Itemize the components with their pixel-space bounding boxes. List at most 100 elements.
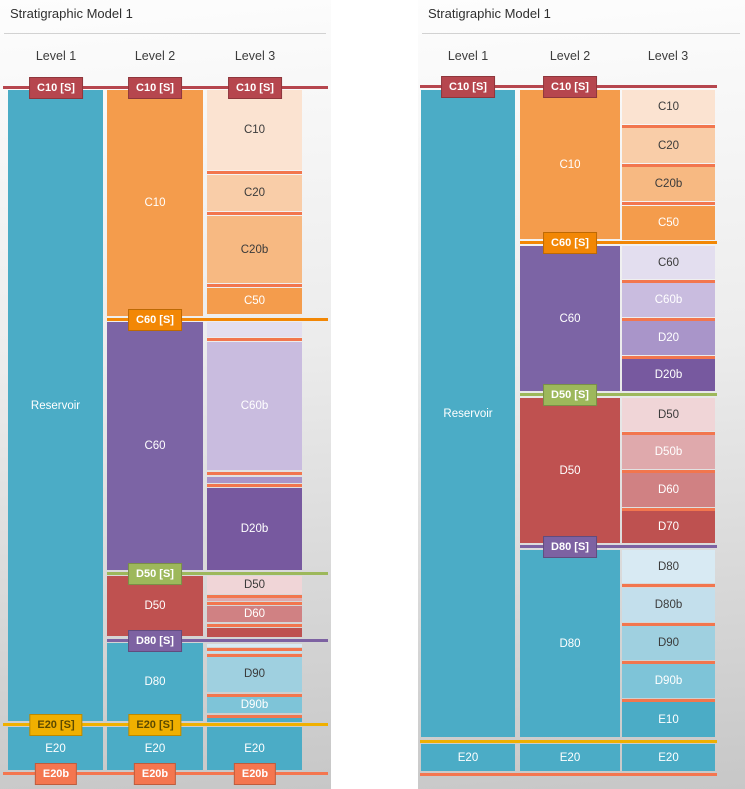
- zone-block-d50-level-3[interactable]: D50: [622, 398, 715, 431]
- zone-divider: [622, 508, 715, 511]
- zone-block-e20-level-1[interactable]: E20: [421, 744, 515, 771]
- zone-block-d90-level-3[interactable]: D90: [207, 656, 302, 692]
- zone-label: D90b: [240, 699, 269, 711]
- horizon-badge-c60-s[interactable]: C60 [S]: [543, 232, 597, 254]
- horizon-line-c60-s: [107, 318, 328, 321]
- zone-block-d50b-level-3[interactable]: [207, 598, 302, 601]
- zone-label: C20b: [240, 243, 269, 256]
- zone-block-c20b-level-3[interactable]: C20b: [207, 216, 302, 283]
- zone-block-d50-level-2[interactable]: D50: [107, 576, 203, 636]
- zone-block-d20-level-3[interactable]: [207, 477, 302, 483]
- zone-block-d80b-level-3[interactable]: [207, 650, 302, 653]
- zone-block-c50-level-3[interactable]: C50: [622, 206, 715, 240]
- zone-block-c20-level-3[interactable]: C20: [207, 175, 302, 211]
- zone-label: D80: [559, 637, 581, 650]
- horizon-badge-d50-s[interactable]: D50 [S]: [128, 563, 182, 585]
- zone-block-d50-level-2[interactable]: D50: [520, 398, 620, 543]
- zone-block-c60b-level-3[interactable]: C60b: [622, 283, 715, 317]
- horizon-line-d50-s: [107, 572, 328, 575]
- horizon-line-e20b: [420, 773, 717, 776]
- zone-block-d50b-level-3[interactable]: D50b: [622, 435, 715, 469]
- horizon-badge-e20-s[interactable]: E20 [S]: [29, 714, 83, 736]
- zone-block-c10-level-3[interactable]: C10: [622, 90, 715, 124]
- horizon-badge-e20-s[interactable]: E20 [S]: [128, 714, 182, 736]
- zone-block-c20-level-3[interactable]: C20: [622, 128, 715, 163]
- horizon-badge-e20b[interactable]: E20b: [233, 763, 277, 785]
- zone-block-d60-level-3[interactable]: D60: [207, 606, 302, 622]
- horizon-badge-c10-s[interactable]: C10 [S]: [543, 76, 597, 98]
- horizon-badge-e20b[interactable]: E20b: [34, 763, 78, 785]
- zone-block-c20b-level-3[interactable]: C20b: [622, 167, 715, 201]
- horizon-line-d80-s: [520, 545, 717, 548]
- zone-block-c60-level-3[interactable]: [207, 322, 302, 337]
- zone-block-c60-level-2[interactable]: C60: [520, 246, 620, 391]
- zone-label: D80b: [654, 599, 683, 611]
- horizon-badge-c10-s[interactable]: C10 [S]: [29, 77, 83, 99]
- zone-label: C60b: [654, 294, 683, 306]
- zone-block-c10-level-2[interactable]: C10: [520, 90, 620, 239]
- zone-block-e20-level-3[interactable]: E20: [622, 744, 715, 771]
- zone-block-c60b-level-3[interactable]: C60b: [207, 342, 302, 470]
- stratigraphic-chart: Level 1 Level 2 Level 3 Reservoir E20 C10 C60 D…: [418, 0, 745, 789]
- column-header-level-2: Level 2: [549, 49, 591, 63]
- zone-block-reservoir-level-1[interactable]: Reservoir: [421, 90, 515, 737]
- stratigraphic-panel-left: Stratigraphic Model 1 Level 1 Level 2 Leve…: [0, 0, 331, 789]
- zone-divider: [622, 623, 715, 626]
- column-header-level-3: Level 3: [234, 49, 276, 63]
- title-divider: [422, 33, 740, 34]
- zone-block-d50-level-3[interactable]: D50: [207, 576, 302, 594]
- zone-divider: [207, 595, 302, 598]
- zone-block-d80-level-3[interactable]: D80: [622, 550, 715, 583]
- column-header-level-1: Level 1: [35, 49, 77, 63]
- zone-block-d20-level-3[interactable]: D20: [622, 321, 715, 355]
- zone-block-d70-level-3[interactable]: D70: [622, 511, 715, 543]
- zone-label: C10: [657, 101, 680, 113]
- zone-block-d90-level-3[interactable]: D90: [622, 626, 715, 660]
- zone-block-d20b-level-3[interactable]: D20b: [622, 359, 715, 391]
- zone-divider: [622, 164, 715, 167]
- column-header-level-2: Level 2: [134, 49, 176, 63]
- zone-block-c10-level-2[interactable]: C10: [107, 90, 203, 316]
- zone-label: C60: [657, 256, 680, 269]
- horizon-badge-c10-s[interactable]: C10 [S]: [441, 76, 495, 98]
- zone-label: C60: [559, 312, 581, 325]
- zone-divider: [622, 661, 715, 664]
- zone-block-d70-level-3[interactable]: [207, 628, 302, 637]
- horizon-badge-c60-s[interactable]: C60 [S]: [128, 309, 182, 331]
- zone-label: D60: [657, 484, 680, 496]
- zone-label: D90: [243, 668, 266, 680]
- zone-block-c50-level-3[interactable]: C50: [207, 288, 302, 314]
- zone-label: C60b: [240, 400, 269, 412]
- zone-block-d80-level-2[interactable]: D80: [520, 550, 620, 737]
- zone-block-reservoir-level-1[interactable]: Reservoir: [8, 90, 103, 721]
- zone-block-d90b-level-3[interactable]: D90b: [622, 664, 715, 698]
- zone-block-d20b-level-3[interactable]: D20b: [207, 488, 302, 570]
- horizon-badge-d80-s[interactable]: D80 [S]: [128, 630, 182, 652]
- zone-divider: [622, 470, 715, 473]
- horizon-badge-d80-s[interactable]: D80 [S]: [543, 536, 597, 558]
- zone-block-e20-level-2[interactable]: E20: [520, 744, 620, 771]
- zone-label: D50: [243, 579, 266, 591]
- zone-divider: [207, 624, 302, 627]
- horizon-badge-c10-s[interactable]: C10 [S]: [128, 77, 182, 99]
- zone-block-d80-level-3[interactable]: [207, 644, 302, 647]
- zone-block-d80b-level-3[interactable]: D80b: [622, 588, 715, 622]
- horizon-badge-d50-s[interactable]: D50 [S]: [543, 384, 597, 406]
- zone-divider: [207, 602, 302, 605]
- horizon-badge-e20b[interactable]: E20b: [133, 763, 177, 785]
- zone-label: D50: [657, 408, 680, 421]
- zone-block-d60-level-3[interactable]: D60: [622, 473, 715, 507]
- zone-label: D20: [657, 332, 680, 344]
- zone-block-e10-level-3[interactable]: E10: [622, 702, 715, 737]
- zone-divider: [622, 699, 715, 702]
- zone-block-d80-level-2[interactable]: D80: [107, 643, 203, 721]
- zone-block-e10-level-3[interactable]: [207, 717, 302, 722]
- zone-label: D20b: [654, 369, 683, 381]
- zone-block-d90b-level-3[interactable]: D90b: [207, 697, 302, 713]
- zone-block-e20-level-3[interactable]: E20: [207, 727, 302, 770]
- zone-block-c10-level-3[interactable]: C10: [207, 90, 302, 170]
- zone-block-c60-level-2[interactable]: C60: [107, 322, 203, 570]
- zone-divider: [622, 584, 715, 587]
- zone-block-c60-level-3[interactable]: C60: [622, 246, 715, 279]
- horizon-badge-c10-s[interactable]: C10 [S]: [228, 77, 282, 99]
